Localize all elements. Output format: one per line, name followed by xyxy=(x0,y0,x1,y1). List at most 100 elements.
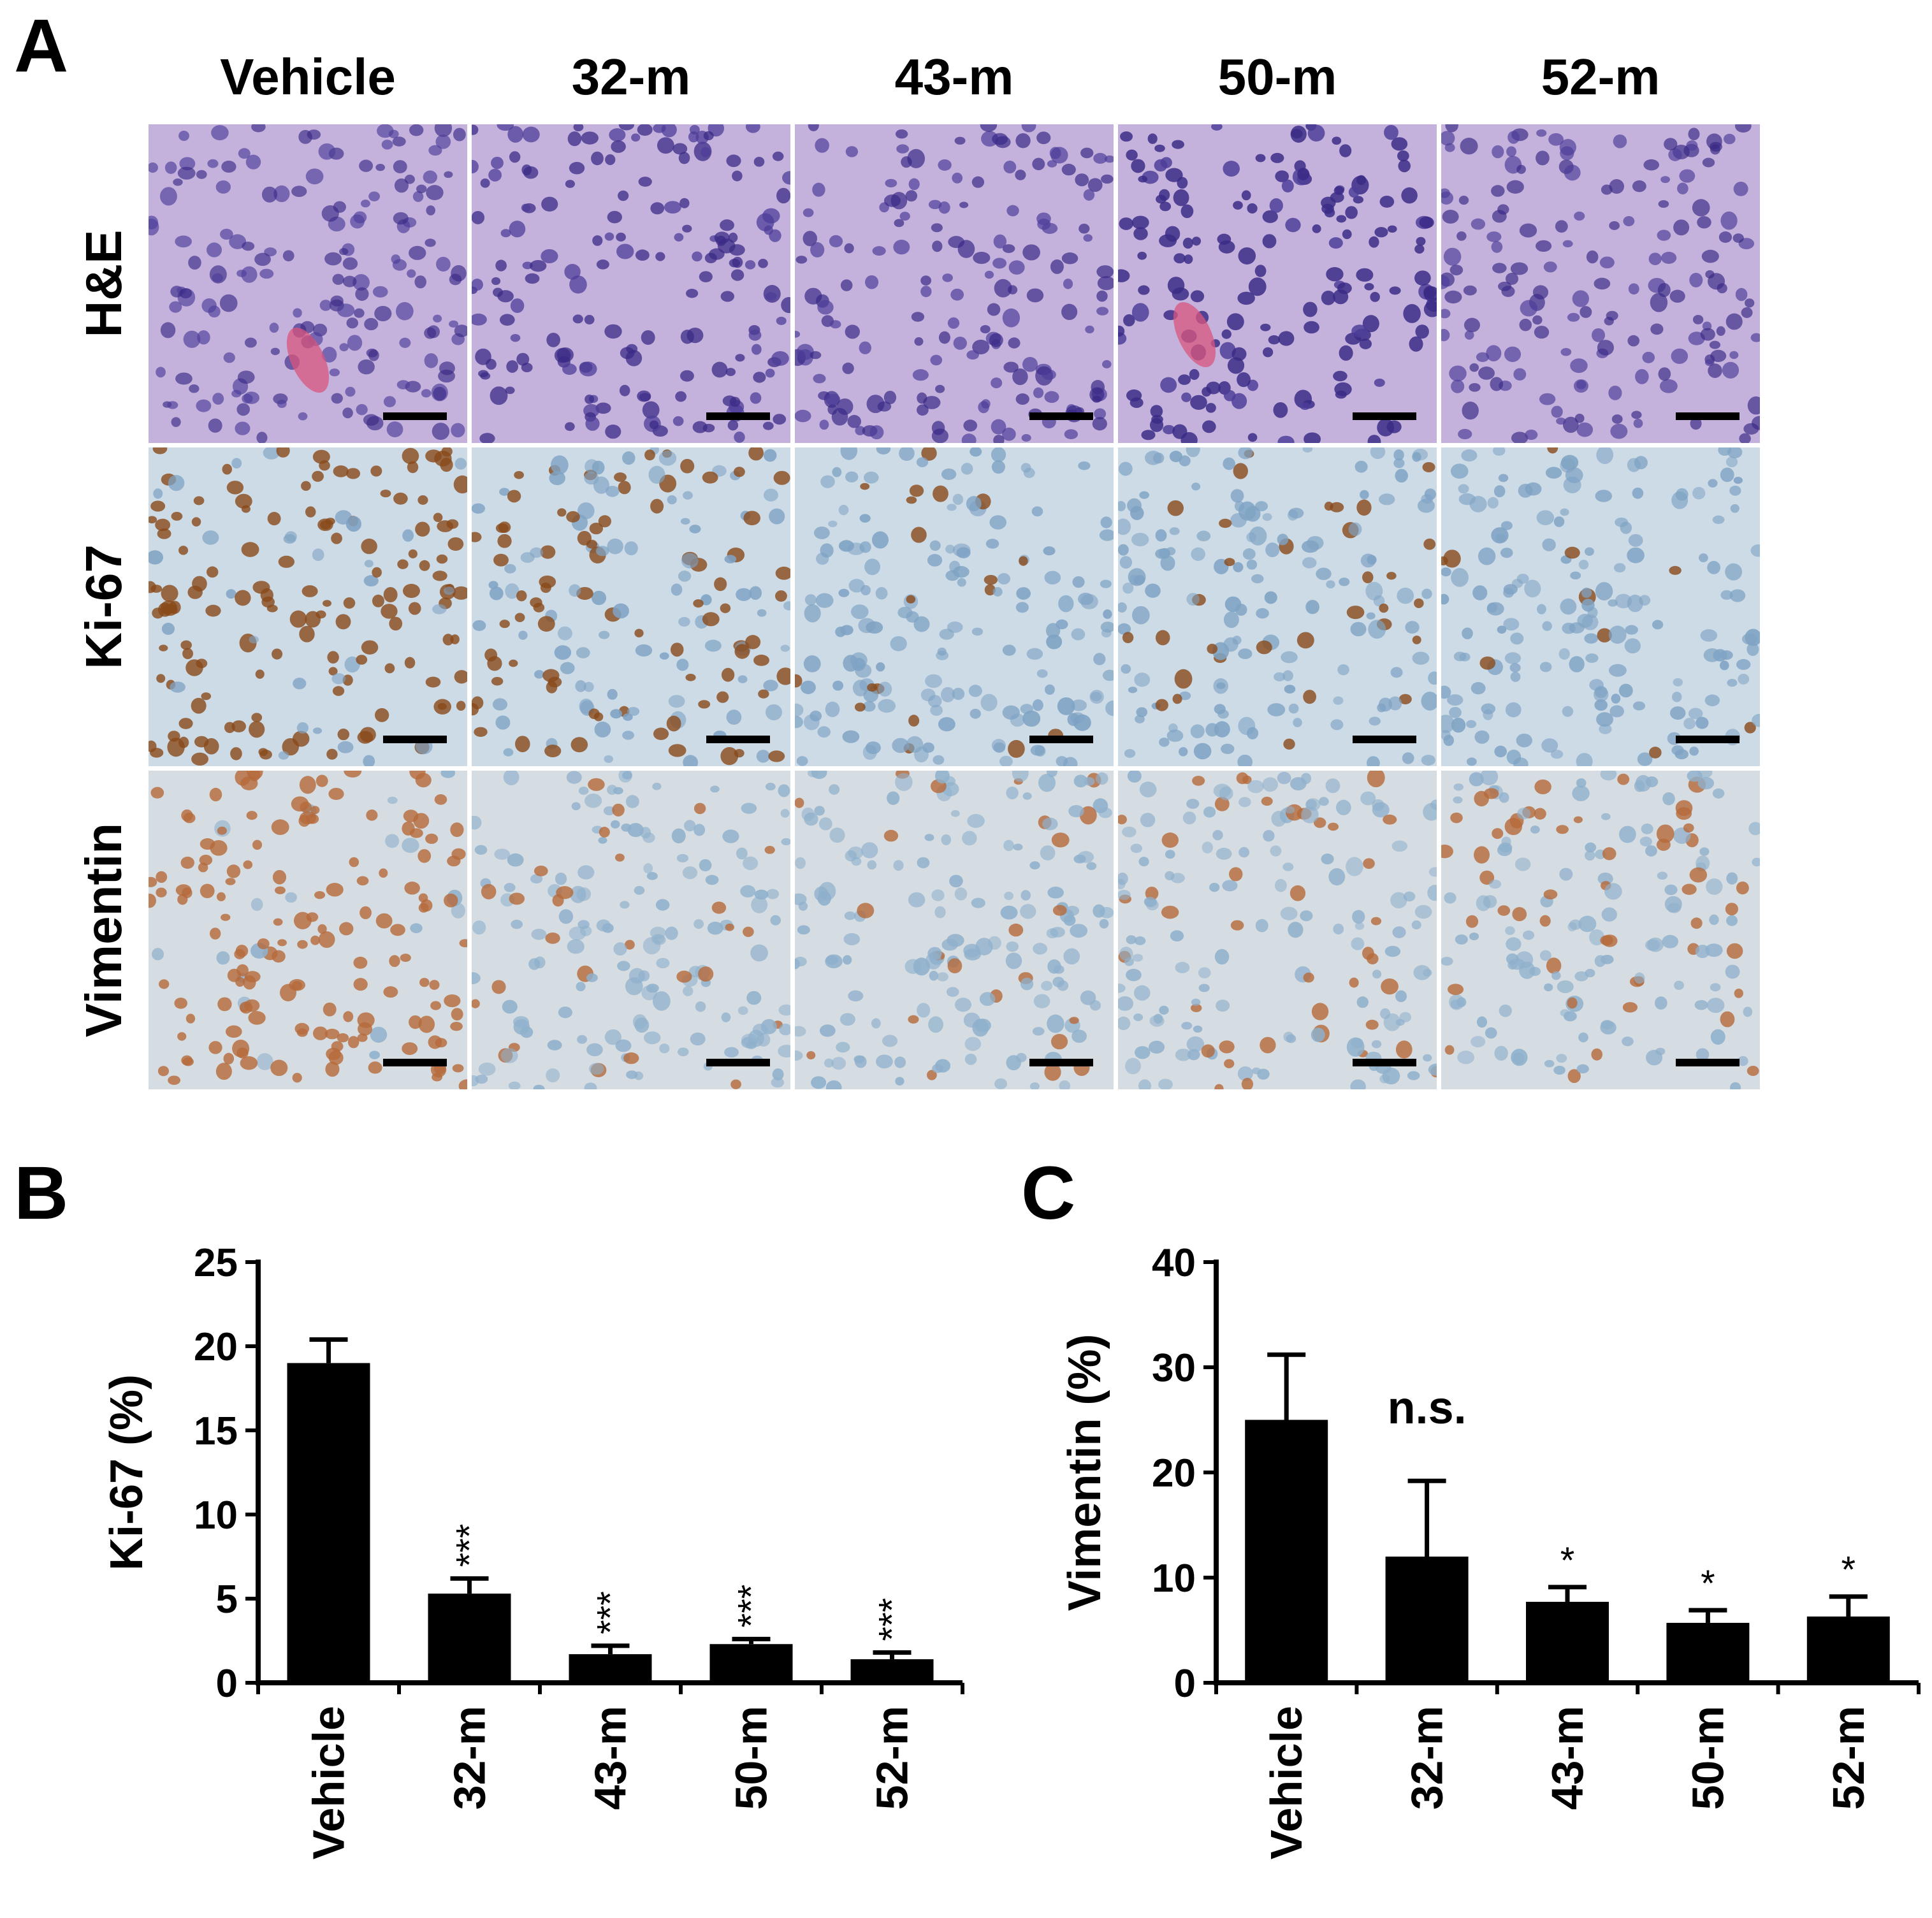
cell-nucleus xyxy=(1029,1082,1040,1089)
cell-nucleus xyxy=(653,727,669,740)
cell-nucleus xyxy=(1390,667,1403,678)
cell-nucleus xyxy=(1161,905,1179,919)
cell-nucleus xyxy=(1614,563,1626,573)
cell-nucleus xyxy=(933,485,948,502)
cell-nucleus xyxy=(584,472,599,485)
cell-nucleus xyxy=(810,710,822,722)
cell-nucleus xyxy=(1303,690,1316,704)
cell-nucleus xyxy=(1555,220,1568,233)
cell-nucleus xyxy=(1369,236,1379,248)
cell-nucleus xyxy=(1395,469,1408,483)
cell-nucleus xyxy=(1226,313,1244,331)
cell-nucleus xyxy=(1216,848,1232,860)
cell-nucleus xyxy=(1597,872,1613,885)
cell-nucleus xyxy=(1444,290,1462,304)
cell-nucleus xyxy=(193,496,205,505)
cell-nucleus xyxy=(1313,817,1326,828)
cell-nucleus xyxy=(1689,746,1699,756)
cell-nucleus xyxy=(1551,405,1563,418)
cell-nucleus xyxy=(607,210,622,224)
cell-nucleus xyxy=(497,290,514,303)
cell-nucleus xyxy=(1662,934,1679,948)
cell-nucleus xyxy=(804,594,817,606)
cell-nucleus xyxy=(1311,1028,1325,1042)
cell-nucleus xyxy=(1381,978,1398,995)
cell-nucleus xyxy=(292,1073,302,1083)
bar-vehicle xyxy=(1245,1420,1328,1683)
cell-nucleus xyxy=(1722,361,1740,379)
cell-nucleus xyxy=(1671,745,1684,755)
cell-nucleus xyxy=(474,727,488,737)
cell-nucleus xyxy=(558,1006,572,1019)
cell-nucleus xyxy=(980,694,998,711)
cell-nucleus xyxy=(588,1063,604,1075)
cell-nucleus xyxy=(584,1082,597,1089)
cell-nucleus xyxy=(217,826,227,835)
cell-nucleus xyxy=(1602,847,1616,861)
cell-nucleus xyxy=(845,471,859,483)
cell-nucleus xyxy=(1388,696,1402,711)
cell-nucleus xyxy=(1478,547,1496,565)
cell-nucleus xyxy=(322,600,332,607)
cell-nucleus xyxy=(355,287,369,301)
cell-nucleus xyxy=(1499,1004,1512,1017)
cell-nucleus xyxy=(1119,556,1133,569)
cell-nucleus xyxy=(591,590,607,606)
cell-nucleus xyxy=(997,573,1010,585)
cell-nucleus xyxy=(1154,144,1165,152)
cell-nucleus xyxy=(1690,417,1702,430)
cell-nucleus xyxy=(1686,140,1698,151)
cell-nucleus xyxy=(418,849,432,863)
cell-nucleus xyxy=(876,662,885,672)
cell-nucleus xyxy=(1159,201,1172,212)
cell-nucleus xyxy=(324,1028,340,1040)
cell-nucleus xyxy=(1601,907,1617,922)
cell-nucleus xyxy=(1600,1021,1616,1035)
cell-nucleus xyxy=(377,124,394,138)
cell-nucleus xyxy=(433,386,447,401)
cell-nucleus xyxy=(753,156,765,167)
cell-nucleus xyxy=(595,402,611,414)
cell-nucleus xyxy=(678,616,690,627)
cell-nucleus xyxy=(363,755,375,766)
cell-nucleus xyxy=(963,1012,980,1028)
micrograph-vimentin-43-m xyxy=(795,771,1114,1089)
cell-nucleus xyxy=(319,300,332,311)
cell-nucleus xyxy=(725,368,736,377)
cell-nucleus xyxy=(952,688,965,701)
cell-nucleus xyxy=(1155,699,1168,711)
cell-nucleus xyxy=(668,695,685,708)
cell-nucleus xyxy=(1300,910,1313,922)
cell-nucleus xyxy=(1131,303,1149,322)
cell-nucleus xyxy=(1441,593,1449,605)
cell-nucleus xyxy=(1238,648,1253,660)
cell-nucleus xyxy=(1729,1082,1741,1089)
cell-nucleus xyxy=(1288,922,1304,938)
cell-nucleus xyxy=(1303,302,1318,317)
cell-nucleus xyxy=(1260,1036,1276,1054)
cell-nucleus xyxy=(1050,1033,1068,1050)
cell-nucleus xyxy=(1021,124,1036,133)
cell-nucleus xyxy=(1608,625,1627,644)
cell-nucleus xyxy=(1078,461,1091,470)
cell-nucleus xyxy=(800,680,816,694)
cell-nucleus xyxy=(711,361,728,378)
cell-nucleus xyxy=(150,585,163,593)
cell-nucleus xyxy=(1101,174,1114,184)
cell-nucleus xyxy=(1639,836,1652,846)
cell-nucleus xyxy=(495,715,511,730)
cell-nucleus xyxy=(1417,498,1435,513)
micrograph-ki-67-vehicle xyxy=(149,447,467,766)
cell-nucleus xyxy=(156,887,167,897)
cell-nucleus xyxy=(1302,540,1319,553)
cell-nucleus xyxy=(1359,338,1372,349)
cell-nucleus xyxy=(772,151,784,161)
cell-nucleus xyxy=(1304,432,1321,443)
cell-nucleus xyxy=(916,404,929,416)
cell-nucleus xyxy=(845,324,861,339)
cell-nucleus xyxy=(1692,486,1706,500)
cell-nucleus xyxy=(530,259,547,272)
cell-nucleus xyxy=(497,124,514,131)
cell-nucleus xyxy=(897,606,913,619)
cell-nucleus xyxy=(1660,176,1671,184)
